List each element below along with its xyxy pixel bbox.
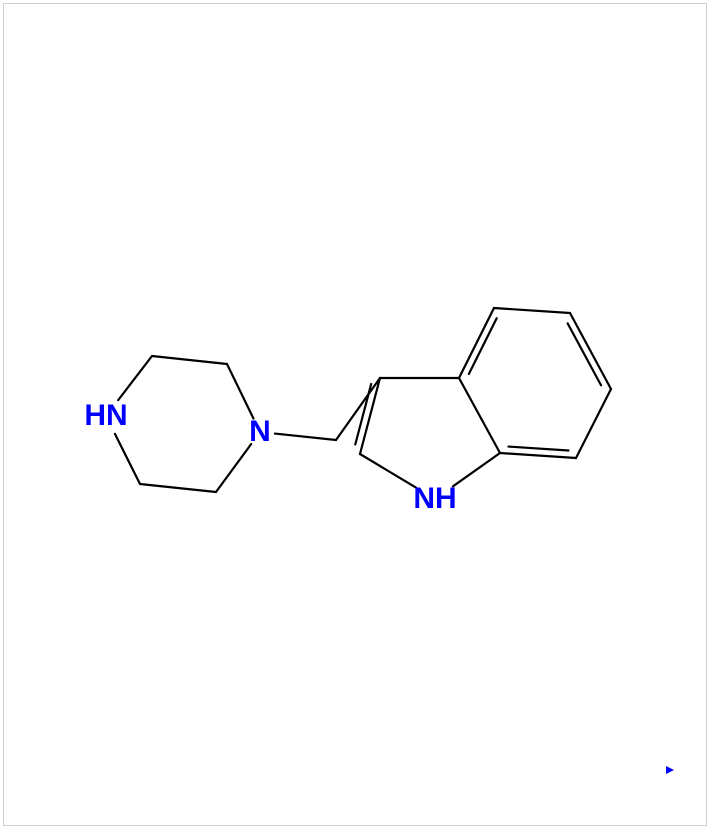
atom-label-n4: HN xyxy=(84,399,127,433)
play-icon xyxy=(666,766,680,780)
atom-label-n10: NH xyxy=(413,482,456,516)
atom-label-n1: N xyxy=(249,415,271,449)
